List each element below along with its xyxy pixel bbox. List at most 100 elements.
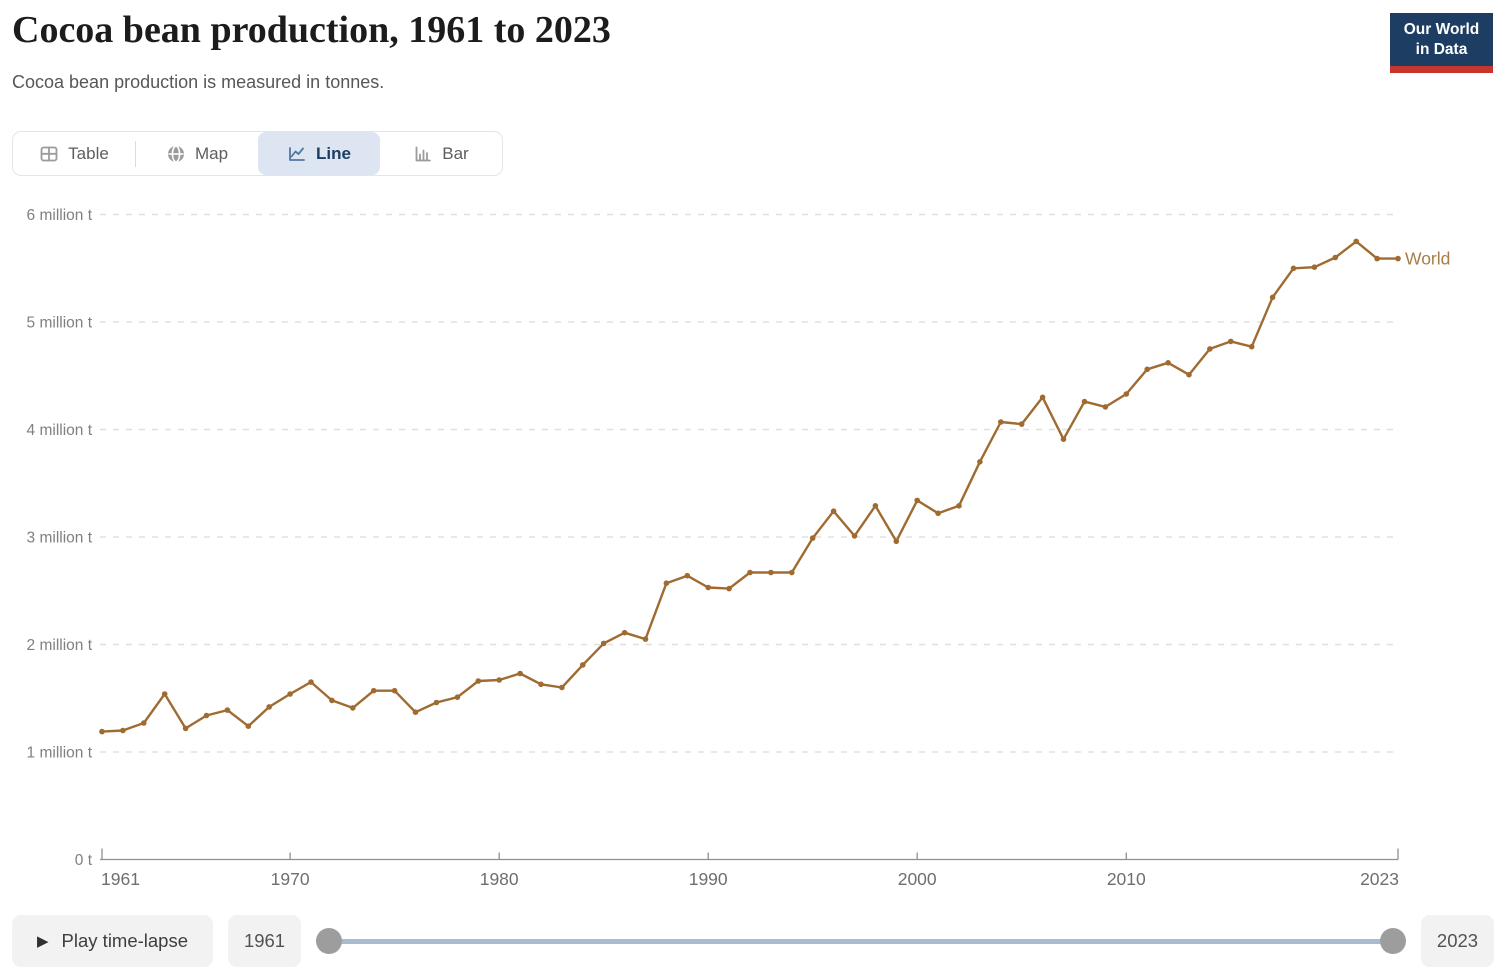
tab-line[interactable]: Line (258, 132, 380, 175)
owid-logo-line2: in Data (1415, 40, 1468, 58)
data-point[interactable] (935, 510, 941, 517)
data-point[interactable] (391, 687, 398, 694)
x-axis-tick-label: 2000 (898, 869, 937, 889)
x-axis-tick-label: 1961 (101, 869, 140, 889)
data-point[interactable] (245, 723, 252, 729)
data-point[interactable] (308, 679, 314, 685)
line-chart-plot-area[interactable]: 0 t 1 million t 2 million t 3 million t 4 mi… (0, 0, 1506, 905)
data-point[interactable] (684, 572, 691, 579)
data-point[interactable] (600, 640, 607, 647)
y-axis-tick-label: 3 million t (27, 530, 93, 547)
data-point[interactable] (872, 503, 879, 509)
data-point[interactable] (1269, 294, 1276, 301)
data-point[interactable] (809, 535, 816, 541)
data-point[interactable] (1395, 255, 1401, 262)
tab-bar[interactable]: Bar (380, 132, 502, 175)
timeline-slider[interactable] (316, 915, 1406, 967)
table-icon (39, 144, 59, 164)
data-point[interactable] (1144, 366, 1150, 373)
tab-bar-label: Bar (442, 143, 469, 163)
data-point[interactable] (329, 697, 335, 704)
data-point[interactable] (1311, 264, 1318, 271)
timeline-end-year: 2023 (1421, 915, 1494, 967)
data-point[interactable] (1123, 391, 1130, 397)
tab-table-label: Table (68, 143, 109, 163)
series-line-world[interactable] (100, 240, 1400, 733)
data-point[interactable] (224, 707, 231, 713)
tab-table[interactable]: Table (13, 132, 135, 175)
data-point[interactable] (370, 687, 377, 694)
data-point[interactable] (956, 503, 962, 509)
y-axis-tick-label: 6 million t (27, 207, 93, 224)
data-point[interactable] (768, 569, 774, 576)
data-point[interactable] (412, 709, 419, 715)
data-point[interactable] (830, 508, 837, 514)
data-point[interactable] (893, 538, 900, 545)
x-axis-tick-label: 2023 (1360, 869, 1399, 889)
data-point[interactable] (998, 419, 1004, 425)
timeline-controls: ▶ Play time-lapse 1961 2023 (12, 915, 1494, 967)
data-point[interactable] (789, 569, 795, 576)
data-point[interactable] (1248, 343, 1255, 350)
owid-logo[interactable]: Our World in Data (1390, 13, 1493, 73)
tab-map[interactable]: Map (136, 132, 258, 175)
data-point[interactable] (705, 584, 711, 591)
timeline-end-handle[interactable] (1380, 928, 1406, 954)
x-axis-tick-label: 1970 (271, 869, 310, 889)
data-point[interactable] (1102, 404, 1109, 410)
page-subtitle: Cocoa bean production is measured in ton… (12, 72, 385, 92)
data-point[interactable] (621, 629, 628, 636)
data-point[interactable] (496, 677, 503, 683)
data-point[interactable] (350, 705, 356, 711)
data-point[interactable] (726, 585, 732, 592)
play-timelapse-button[interactable]: ▶ Play time-lapse (12, 915, 214, 967)
series-end-label[interactable]: World (1405, 249, 1450, 269)
data-point[interactable] (538, 681, 544, 688)
data-point[interactable] (851, 533, 858, 539)
data-point[interactable] (517, 670, 523, 677)
data-point[interactable] (580, 662, 586, 668)
data-point[interactable] (1081, 398, 1088, 405)
x-axis-tick-label: 2010 (1107, 869, 1146, 889)
owid-logo-line1: Our World (1403, 21, 1480, 38)
data-point[interactable] (266, 704, 273, 710)
data-point[interactable] (1039, 394, 1046, 401)
data-point[interactable] (1290, 265, 1297, 272)
play-timelapse-label: Play time-lapse (61, 930, 189, 951)
data-point[interactable] (454, 694, 461, 700)
tab-map-label: Map (194, 143, 229, 163)
x-axis-tick-label: 1980 (480, 869, 519, 889)
data-point[interactable] (1060, 436, 1067, 443)
globe-icon (166, 144, 186, 164)
data-point[interactable] (977, 459, 983, 465)
data-point[interactable] (182, 725, 189, 732)
data-point[interactable] (1207, 346, 1213, 352)
data-point[interactable] (161, 691, 168, 697)
data-point[interactable] (1018, 421, 1025, 427)
data-point[interactable] (1165, 360, 1171, 366)
data-point[interactable] (287, 691, 293, 697)
data-point[interactable] (1374, 255, 1380, 262)
x-axis-tick-label: 1990 (689, 869, 728, 889)
data-point[interactable] (914, 497, 920, 504)
data-point[interactable] (475, 678, 482, 684)
view-tabs: Table Map Line (12, 131, 503, 176)
data-point[interactable] (203, 712, 210, 719)
data-point[interactable] (1353, 238, 1359, 245)
data-point[interactable] (642, 636, 649, 642)
y-axis-tick-label: 0 t (75, 852, 93, 869)
data-point[interactable] (663, 580, 670, 586)
data-point[interactable] (747, 569, 753, 576)
data-point[interactable] (559, 684, 565, 691)
data-point[interactable] (141, 720, 147, 726)
page-title: Cocoa bean production, 1961 to 2023 (12, 9, 611, 51)
data-point[interactable] (1228, 338, 1234, 345)
data-point[interactable] (99, 728, 105, 735)
timeline-start-handle[interactable] (316, 928, 343, 954)
data-point[interactable] (1332, 254, 1339, 261)
data-point[interactable] (433, 699, 440, 706)
line-chart-icon (287, 144, 307, 164)
data-point[interactable] (120, 727, 126, 734)
data-point[interactable] (1186, 371, 1192, 378)
timeline-slider-track[interactable] (329, 938, 1393, 944)
